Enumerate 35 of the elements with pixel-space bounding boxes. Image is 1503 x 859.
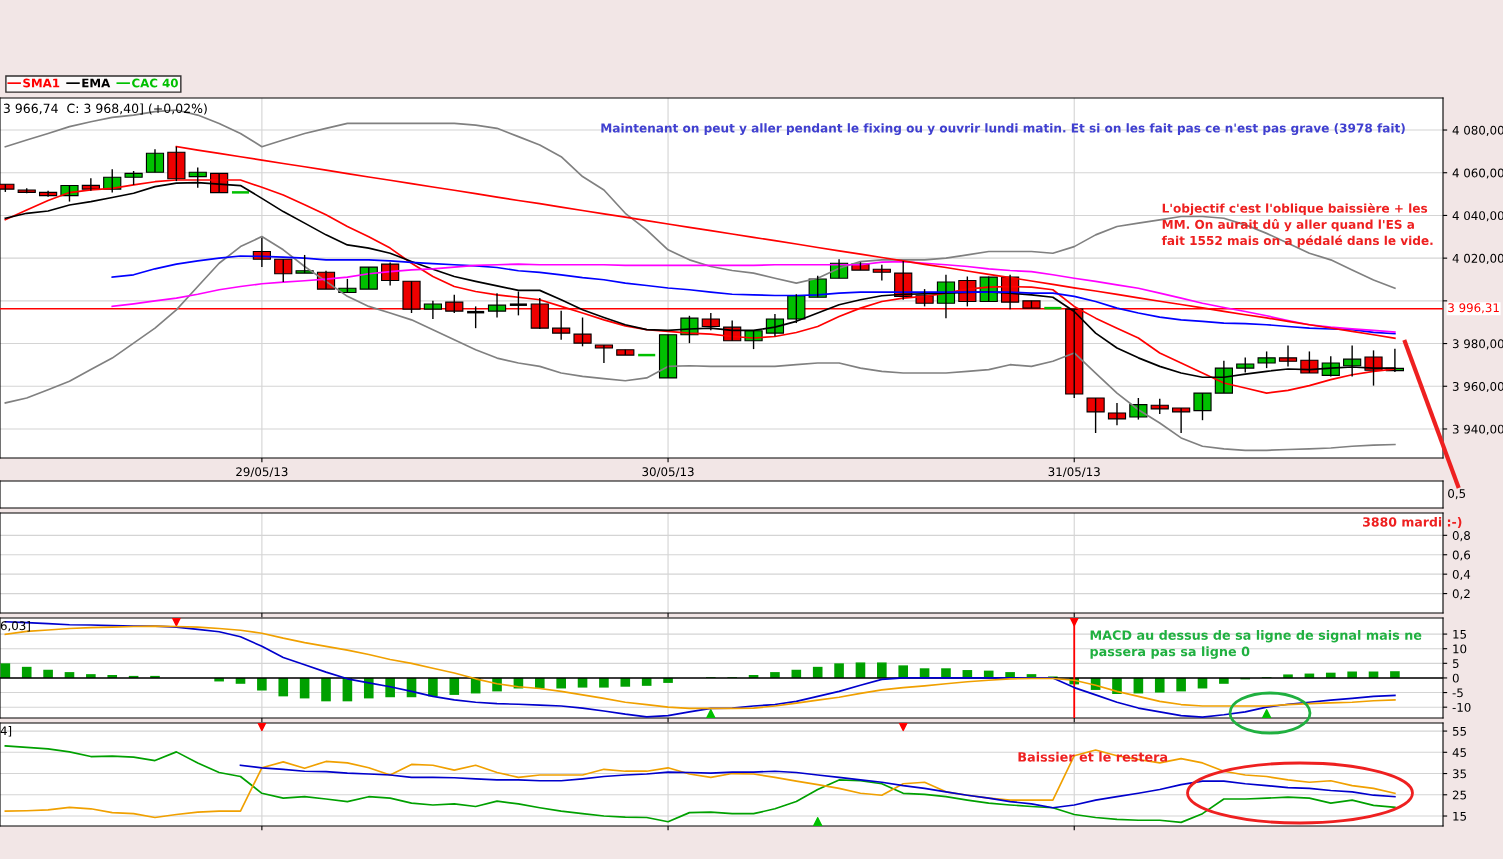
y-tick-label: 0: [1452, 673, 1459, 683]
x-tick-label: 30/05/13: [642, 467, 694, 478]
y-tick-label: 4 040,00: [1452, 211, 1503, 222]
y-tick-label: 10: [1453, 644, 1467, 654]
x-tick-label: 31/05/13: [1048, 467, 1100, 478]
y-tick-label: 15: [1453, 629, 1467, 639]
x-tick-label: 29/05/13: [236, 467, 288, 478]
y-tick-label: 0,2: [1452, 589, 1470, 600]
y-tick-label: 0,4: [1452, 569, 1471, 581]
y-tick-label: 55: [1452, 726, 1467, 736]
ref-line-label: 3 996,31: [1448, 303, 1499, 314]
annotation: MACD au dessus de sa ligne de signal mais ne passera pas sa ligne 0: [1090, 630, 1422, 659]
annotation: 3880 mardi :-): [1363, 516, 1462, 529]
y-tick-label: 3 940,00: [1452, 424, 1503, 435]
annotation: 3 966,74 C: 3 968,40] (+0,02%): [3, 103, 207, 115]
y-tick-label: 0,6: [1452, 550, 1471, 561]
legend-label: SMA1: [23, 78, 60, 88]
legend-label: EMA: [82, 78, 111, 88]
text: 0,5: [1448, 489, 1466, 500]
legend-label: CAC 40: [132, 78, 178, 88]
y-tick-label: 0,8: [1452, 531, 1470, 542]
y-tick-label: 3 960,00: [1452, 381, 1503, 393]
y-tick-label: 5: [1452, 659, 1459, 668]
y-tick-label: 25: [1452, 790, 1467, 800]
y-tick-label: 45: [1452, 748, 1467, 757]
y-tick-label: 4 080,00: [1452, 125, 1503, 136]
y-tick-label: 4 020,00: [1452, 253, 1503, 264]
annotation: Maintenant on peut y aller pendant le fixing ou y ouvrir lundi matin. Et si on les fait pas ce n'est pas grave (3978 fait): [601, 123, 1405, 135]
y-tick-label: 15: [1453, 811, 1467, 821]
y-tick-label: -5: [1452, 688, 1463, 698]
y-tick-label: 4 060,00: [1452, 168, 1503, 179]
y-tick-label: -10: [1452, 702, 1471, 712]
y-tick-label: 35: [1452, 769, 1467, 779]
annotation: 6,03]: [0, 621, 30, 632]
y-tick-label: 3 980,00: [1452, 339, 1503, 350]
